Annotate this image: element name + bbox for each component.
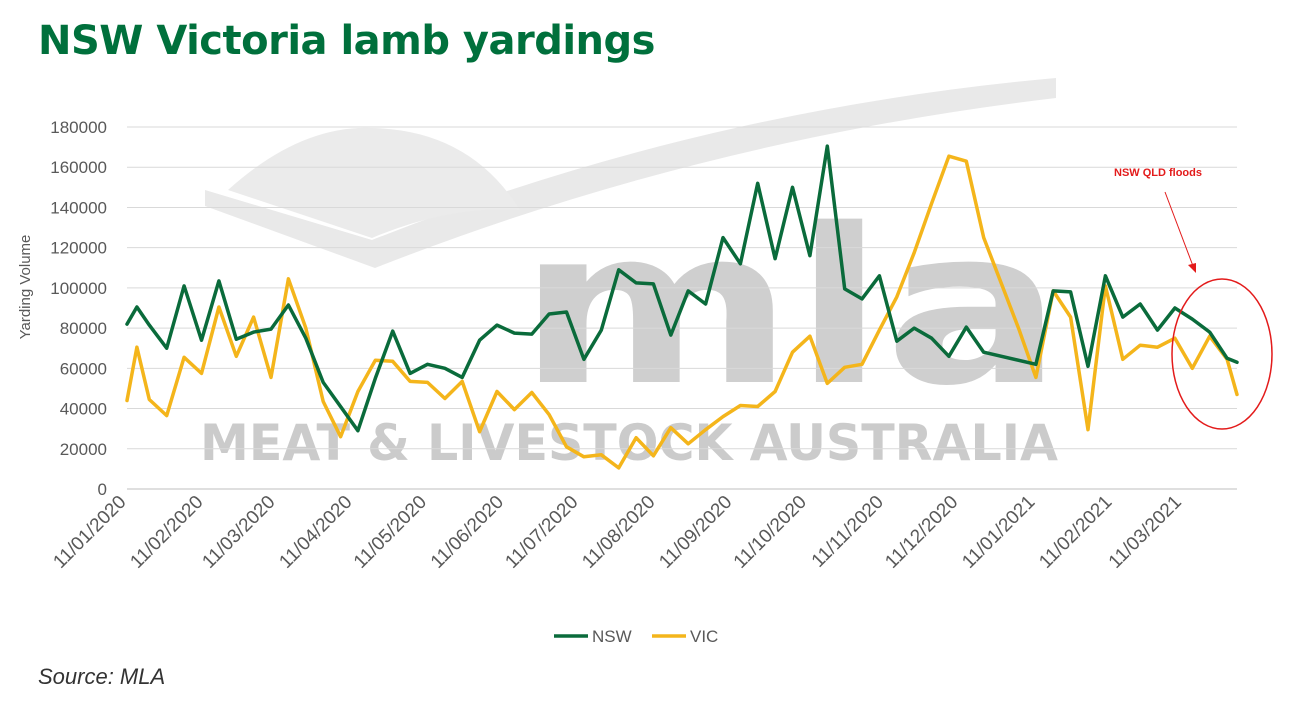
y-tick-label: 120000 [50,239,107,258]
x-axis-ticks: 11/01/202011/02/202011/03/202011/04/2020… [49,492,1185,573]
x-tick-label: 11/01/2020 [49,492,130,573]
x-tick-label: 11/02/2021 [1035,492,1116,573]
legend-label-nsw: NSW [592,627,632,646]
legend-label-vic: VIC [690,627,718,646]
x-tick-label: 11/01/2021 [958,492,1039,573]
x-tick-label: 11/10/2020 [730,492,811,573]
y-tick-label: 100000 [50,279,107,298]
x-tick-label: 11/02/2020 [126,492,207,573]
watermark-dome-icon [228,127,520,238]
x-tick-label: 11/03/2021 [1105,492,1186,573]
x-tick-label: 11/11/2020 [808,492,888,572]
chart-gridlines [127,126,1237,490]
y-tick-label: 60000 [60,359,107,378]
x-tick-label: 11/08/2020 [578,492,659,573]
x-tick-label: 11/05/2020 [350,492,431,573]
highlight-ellipse [1171,278,1273,430]
annotation-label: NSW QLD floods [1114,167,1202,179]
page-title: NSW Victoria lamb yardings [38,18,655,64]
watermark-company-text: MEAT & LIVESTOCK AUSTRALIA [200,414,1058,472]
y-tick-label: 0 [98,480,107,499]
y-axis-ticks: 0 20000 40000 60000 80000 100000 120000 140000 1… [50,118,107,499]
y-tick-label: 80000 [60,319,107,338]
x-tick-label: 11/07/2020 [501,492,582,573]
source-caption: Source: MLA [38,664,166,689]
series-line-vic [125,154,1239,470]
chart-series [125,144,1239,470]
x-tick-label: 11/03/2020 [198,492,279,573]
y-tick-label: 140000 [50,198,107,217]
x-tick-label: 11/06/2020 [427,492,508,573]
y-tick-label: 180000 [50,118,107,137]
arrow-head-icon [1188,263,1196,273]
series-line-nsw [125,144,1239,433]
flood-annotation: NSW QLD floods [1114,167,1273,430]
y-axis-label: Yarding Volume [17,235,34,340]
annotation-arrow [1164,191,1194,267]
x-tick-label: 11/04/2020 [275,492,356,573]
chart-legend: NSW VIC [554,627,718,646]
y-tick-label: 160000 [50,158,107,177]
x-tick-label: 11/12/2020 [881,492,962,573]
y-tick-label: 40000 [60,400,107,419]
x-tick-label: 11/09/2020 [655,492,736,573]
watermark-swoosh-icon [205,78,1056,268]
y-tick-label: 20000 [60,440,107,459]
mla-watermark: mla MEAT & LIVESTOCK AUSTRALIA [200,78,1063,472]
